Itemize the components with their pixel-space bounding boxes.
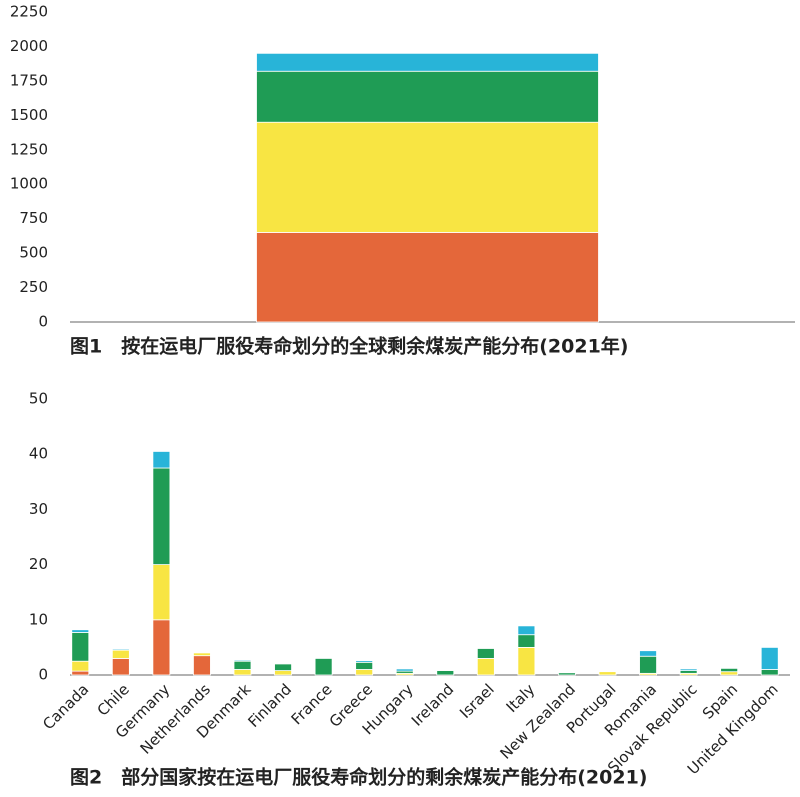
bar-segment [111,658,130,676]
bar-segment [111,649,130,659]
y-tick-label: 1750 [10,71,48,89]
bar-segment [233,660,252,670]
bar-segment [193,655,211,676]
bar-segment [233,659,252,662]
x-tick-label: Israel [456,680,498,722]
bar-segment [152,467,171,565]
bar-segment [355,669,374,676]
bar-segment [598,671,617,676]
bar-segment [679,668,698,671]
x-tick-label: Finland [244,680,295,731]
bar-segment [256,70,599,123]
bar-segment [152,451,171,469]
bar-segment [314,658,333,676]
y-tick-label: 750 [19,209,48,227]
y-tick-label: 2250 [10,3,48,21]
y-tick-label: 1000 [10,175,48,193]
bar-segment [256,121,599,233]
bar-segment [355,661,374,670]
x-tick-label: Ireland [408,680,457,729]
bar-segment [679,670,698,674]
bar-segment [517,634,536,648]
bar-segment [152,619,171,676]
bar-segment [274,663,292,671]
bar-segment [395,668,414,672]
y-tick-label: 1500 [10,106,48,124]
bar-segment [274,670,292,676]
x-tick-label: Canada [39,680,92,733]
y-tick-label: 0 [38,666,48,684]
bar-segment [476,658,495,676]
bar-segment [760,647,779,670]
bar-segment [639,650,657,657]
bar-segment [517,647,536,676]
bar-segment [111,648,130,651]
y-tick-label: 500 [19,244,48,262]
y-tick-label: 10 [29,610,48,628]
bar-segment [720,671,739,676]
bar-segment [71,670,90,676]
y-tick-label: 20 [29,555,48,573]
bar-segment [256,52,599,72]
bar-segment [71,632,90,662]
chart-caption: 图2 部分国家按在运电厂服役寿命划分的剩余煤炭产能分布(2021) [70,766,647,789]
bar-segment [760,669,779,676]
bar-segment [71,660,90,672]
y-tick-label: 0 [38,313,48,331]
bar-segment [639,655,657,674]
x-tick-label: Italy [503,680,539,716]
bar-segment [720,667,739,673]
y-tick-label: 50 [29,390,48,408]
bar-segment [517,625,536,636]
bar-segment [355,660,374,663]
bar-segment [476,648,495,659]
bar-segment [256,232,599,323]
y-tick-label: 30 [29,500,48,518]
bar-segment [71,629,90,633]
y-tick-label: 2000 [10,37,48,55]
bar-segment [233,669,252,676]
bar-segment [558,672,576,676]
y-tick-label: 40 [29,445,48,463]
chart-caption: 图1 按在运电厂服役寿命划分的全球剩余煤炭产能分布(2021年) [70,335,628,358]
y-tick-label: 1250 [10,140,48,158]
y-tick-label: 250 [19,278,48,296]
bar-segment [152,564,171,621]
bar-segment [193,652,211,657]
bar-segment [436,670,455,676]
